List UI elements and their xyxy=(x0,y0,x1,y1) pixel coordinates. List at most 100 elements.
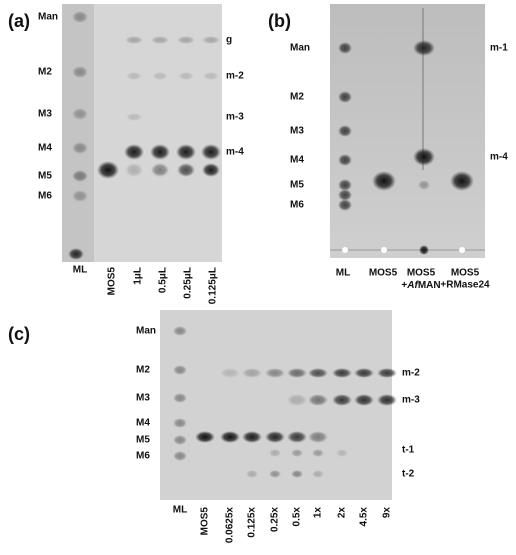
band-label: m-4 xyxy=(490,152,508,163)
spot xyxy=(220,431,240,443)
spot xyxy=(338,42,352,54)
lane-label: 0.125x xyxy=(247,507,258,538)
lane-label: 0.5μL xyxy=(158,267,169,293)
spot xyxy=(68,248,84,260)
spot xyxy=(287,431,307,443)
lane-label: MOS5 xyxy=(369,268,398,279)
spot xyxy=(308,394,328,406)
lane-label: 1μL xyxy=(133,267,144,285)
spot xyxy=(377,368,397,378)
marker-label: Man xyxy=(290,43,310,54)
origin-dot xyxy=(342,247,348,253)
spot xyxy=(72,66,88,78)
spot xyxy=(173,418,187,428)
marker-label: M3 xyxy=(290,126,304,137)
lane-label: MOS5 xyxy=(451,268,480,279)
spot xyxy=(72,142,88,154)
marker-label: M4 xyxy=(290,155,304,166)
spot xyxy=(336,449,348,457)
lane-label: 0.125μL xyxy=(208,267,219,304)
spot xyxy=(338,154,352,166)
spot xyxy=(173,435,187,445)
spot xyxy=(265,368,285,378)
spot xyxy=(72,190,88,202)
lane-label: 9x xyxy=(382,507,393,519)
spot xyxy=(354,368,374,378)
spot xyxy=(72,11,88,23)
spot xyxy=(246,470,258,478)
spot xyxy=(173,326,187,336)
band-label: t-1 xyxy=(402,445,415,456)
spot xyxy=(126,113,142,121)
spot xyxy=(419,245,429,255)
spot xyxy=(338,199,352,211)
origin-dot xyxy=(381,247,387,253)
lane-label: 0.25μL xyxy=(183,267,194,299)
lane-label: 2x xyxy=(337,507,348,519)
band-label: m-2 xyxy=(402,368,420,379)
marker-label: M5 xyxy=(136,435,150,446)
lane-label-part: MAN xyxy=(418,280,441,291)
marker-label: M2 xyxy=(38,67,52,78)
marker-label: M5 xyxy=(38,171,52,182)
band-label: m-1 xyxy=(490,43,508,54)
spot xyxy=(202,163,220,177)
spot xyxy=(377,394,397,406)
marker-label: M2 xyxy=(290,92,304,103)
band-label: m-2 xyxy=(226,71,244,82)
marker-label: M4 xyxy=(136,418,150,429)
lane-label: MOS5 xyxy=(107,267,118,296)
lane-label: 0.25x xyxy=(270,507,281,532)
spot xyxy=(413,40,435,56)
band-label: m-3 xyxy=(402,395,420,406)
spot xyxy=(338,91,352,103)
marker-label: M3 xyxy=(38,109,52,120)
spot xyxy=(338,179,352,191)
spot xyxy=(173,451,187,461)
lane-label: ML xyxy=(73,265,87,276)
band-label: t-2 xyxy=(402,469,415,480)
lane-label: 0.5x xyxy=(292,507,303,527)
spot xyxy=(269,449,281,457)
spot xyxy=(152,72,168,80)
spot xyxy=(125,163,143,177)
spot xyxy=(126,72,142,80)
lane-label: 4.5x xyxy=(359,507,370,527)
lane-label: 1x xyxy=(313,507,324,519)
spot xyxy=(150,144,170,160)
origin-dot xyxy=(459,247,465,253)
band-label: m-3 xyxy=(226,112,244,123)
marker-label: M6 xyxy=(136,451,150,462)
spot xyxy=(312,470,324,478)
lane-label: ML xyxy=(173,505,187,516)
lane-label: +AfMAN xyxy=(401,280,440,291)
plate-c xyxy=(160,310,392,500)
spot xyxy=(72,170,88,182)
spot xyxy=(151,36,169,44)
lane-label: ML xyxy=(336,268,350,279)
spot xyxy=(195,431,215,443)
marker-label: M2 xyxy=(136,365,150,376)
spot xyxy=(202,36,220,44)
spot xyxy=(173,393,187,403)
spot xyxy=(332,394,352,406)
band-label: m-4 xyxy=(226,147,244,158)
spot xyxy=(413,148,435,166)
spot xyxy=(177,163,195,177)
spot xyxy=(312,449,324,457)
spot xyxy=(220,368,240,378)
spot xyxy=(308,368,328,378)
lane-label: MOS5 xyxy=(407,268,436,279)
spot xyxy=(372,171,396,191)
marker-label: Man xyxy=(38,12,58,23)
marker-label: M4 xyxy=(38,143,52,154)
spot xyxy=(97,161,119,179)
spot xyxy=(124,144,144,160)
lane-label-part: + xyxy=(401,280,407,291)
spot xyxy=(201,144,221,160)
spot xyxy=(151,163,169,177)
panel-label: (c) xyxy=(8,324,30,344)
marker-label: Man xyxy=(136,326,156,337)
marker-label: M6 xyxy=(38,191,52,202)
spot xyxy=(450,171,474,191)
